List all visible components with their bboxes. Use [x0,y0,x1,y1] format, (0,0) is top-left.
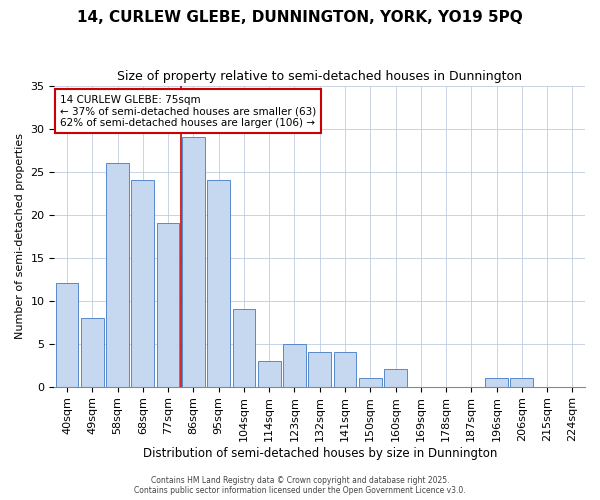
Bar [233,309,255,386]
Bar [106,163,129,386]
Bar [258,361,281,386]
Title: Size of property relative to semi-detached houses in Dunnington: Size of property relative to semi-detach… [117,70,522,83]
Text: 14, CURLEW GLEBE, DUNNINGTON, YORK, YO19 5PQ: 14, CURLEW GLEBE, DUNNINGTON, YORK, YO19… [77,10,523,25]
Bar [511,378,533,386]
Y-axis label: Number of semi-detached properties: Number of semi-detached properties [15,133,25,339]
Bar [359,378,382,386]
Bar [56,284,79,387]
Bar [485,378,508,386]
Bar [334,352,356,386]
Bar [81,318,104,386]
Bar [157,223,179,386]
Bar [308,352,331,386]
X-axis label: Distribution of semi-detached houses by size in Dunnington: Distribution of semi-detached houses by … [143,447,497,460]
Bar [384,370,407,386]
Bar [207,180,230,386]
Bar [283,344,306,386]
Text: 14 CURLEW GLEBE: 75sqm
← 37% of semi-detached houses are smaller (63)
62% of sem: 14 CURLEW GLEBE: 75sqm ← 37% of semi-det… [60,94,316,128]
Text: Contains HM Land Registry data © Crown copyright and database right 2025.
Contai: Contains HM Land Registry data © Crown c… [134,476,466,495]
Bar [131,180,154,386]
Bar [182,137,205,386]
